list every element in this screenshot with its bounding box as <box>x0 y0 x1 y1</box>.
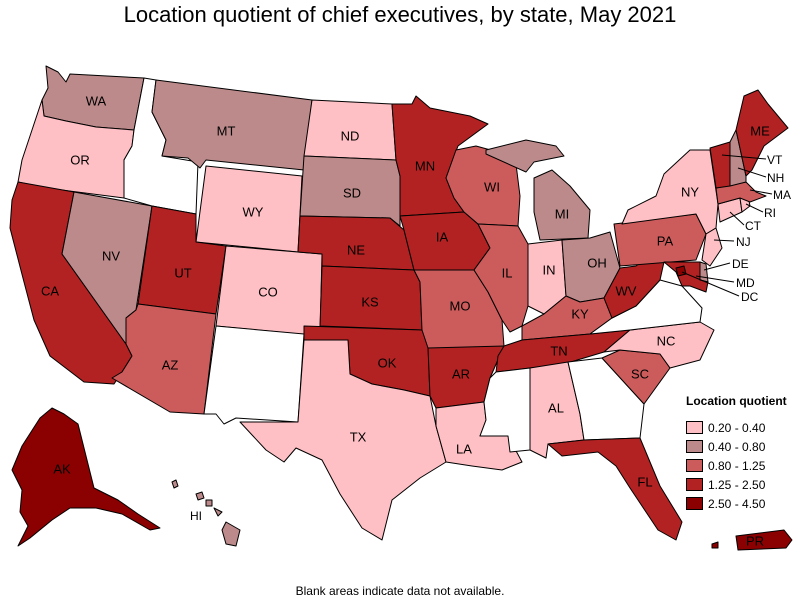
legend-swatch <box>686 440 703 453</box>
state-label-sd: SD <box>343 186 361 201</box>
leader-md <box>695 275 735 283</box>
state-label-nd: ND <box>341 129 360 144</box>
state-nh[interactable] <box>729 129 747 187</box>
leader-dc <box>681 271 740 297</box>
leader-nh <box>737 167 767 178</box>
state-label-ri: RI <box>764 206 776 220</box>
state-az[interactable] <box>111 303 217 415</box>
state-label-nc: NC <box>657 334 676 349</box>
legend: Location quotient 0.20 - 0.40 0.40 - 0.8… <box>686 394 787 513</box>
legend-item: 1.25 - 2.50 <box>686 475 787 494</box>
state-label-wa: WA <box>86 94 107 109</box>
leader-nj <box>713 239 735 242</box>
state-ak[interactable] <box>11 407 161 547</box>
state-label-tx: TX <box>350 430 367 445</box>
state-label-md: MD <box>736 276 755 290</box>
state-label-ca: CA <box>41 284 59 299</box>
state-label-ok: OK <box>378 356 397 371</box>
state-label-fl: FL <box>637 475 652 490</box>
state-tx[interactable] <box>239 339 447 541</box>
state-label-ia: IA <box>436 230 449 245</box>
legend-label: 1.25 - 2.50 <box>708 477 766 492</box>
state-label-pr: PR <box>746 534 764 549</box>
legend-swatch <box>686 459 703 472</box>
state-label-hi: HI <box>190 509 202 523</box>
legend-item: 0.40 - 0.80 <box>686 437 787 456</box>
state-label-ks: KS <box>361 295 379 310</box>
legend-label: 2.50 - 4.50 <box>708 496 766 511</box>
state-mi[interactable] <box>485 139 591 241</box>
state-label-ar: AR <box>452 367 470 382</box>
state-label-sc: SC <box>631 367 649 382</box>
state-label-de: DE <box>732 257 749 271</box>
state-label-ne: NE <box>347 243 365 258</box>
state-fl[interactable] <box>547 437 683 541</box>
state-label-mn: MN <box>415 159 435 174</box>
state-label-la: LA <box>456 442 472 457</box>
state-label-dc: DC <box>741 290 759 304</box>
state-il[interactable] <box>473 223 529 333</box>
state-dc[interactable] <box>675 265 687 277</box>
state-md[interactable] <box>663 261 709 293</box>
legend-item: 2.50 - 4.50 <box>686 494 787 513</box>
state-label-ny: NY <box>681 185 699 200</box>
state-pr[interactable] <box>711 529 793 551</box>
state-label-wy: WY <box>243 205 264 220</box>
state-mn[interactable] <box>391 95 489 217</box>
state-label-ak: AK <box>53 462 71 477</box>
leader-de <box>703 262 731 271</box>
legend-swatch <box>686 421 703 434</box>
legend-item: 0.20 - 0.40 <box>686 418 787 437</box>
state-label-co: CO <box>258 285 278 300</box>
state-label-nh: NH <box>767 171 784 185</box>
legend-label: 0.80 - 1.25 <box>708 458 766 473</box>
state-label-pa: PA <box>657 234 674 249</box>
state-label-ma: MA <box>773 188 791 202</box>
state-label-wi: WI <box>484 180 500 195</box>
legend-swatch <box>686 478 703 491</box>
state-label-in: IN <box>543 263 556 278</box>
state-label-nv: NV <box>102 249 120 264</box>
leader-ct <box>729 211 745 226</box>
state-label-or: OR <box>70 153 90 168</box>
state-label-al: AL <box>548 401 564 416</box>
state-label-wv: WV <box>616 284 637 299</box>
state-ma[interactable] <box>715 181 767 205</box>
leader-ma <box>749 189 773 195</box>
state-me[interactable] <box>735 89 789 177</box>
state-label-ky: KY <box>571 307 589 322</box>
state-label-me: ME <box>750 124 770 139</box>
state-hi[interactable] <box>171 479 241 547</box>
legend-label: 0.20 - 0.40 <box>708 420 766 435</box>
legend-label: 0.40 - 0.80 <box>708 439 766 454</box>
state-label-tn: TN <box>550 344 567 359</box>
state-de[interactable] <box>699 261 709 283</box>
map-title: Location quotient of chief executives, b… <box>123 2 677 27</box>
state-label-mt: MT <box>217 124 236 139</box>
legend-swatch <box>686 497 703 510</box>
state-label-az: AZ <box>162 358 179 373</box>
state-label-il: IL <box>502 266 513 281</box>
state-label-nj: NJ <box>736 235 751 249</box>
legend-title: Location quotient <box>686 394 787 408</box>
footnote: Blank areas indicate data not available. <box>295 584 505 598</box>
state-nm[interactable] <box>203 325 305 425</box>
state-label-mi: MI <box>555 207 569 222</box>
state-label-oh: OH <box>587 256 607 271</box>
state-label-ut: UT <box>174 266 191 281</box>
state-label-mo: MO <box>450 299 471 314</box>
leader-ri <box>745 203 764 213</box>
state-label-vt: VT <box>767 153 783 167</box>
state-label-ct: CT <box>745 219 762 233</box>
state-nj[interactable] <box>701 227 723 267</box>
legend-item: 0.80 - 1.25 <box>686 456 787 475</box>
leader-vt <box>721 154 767 160</box>
